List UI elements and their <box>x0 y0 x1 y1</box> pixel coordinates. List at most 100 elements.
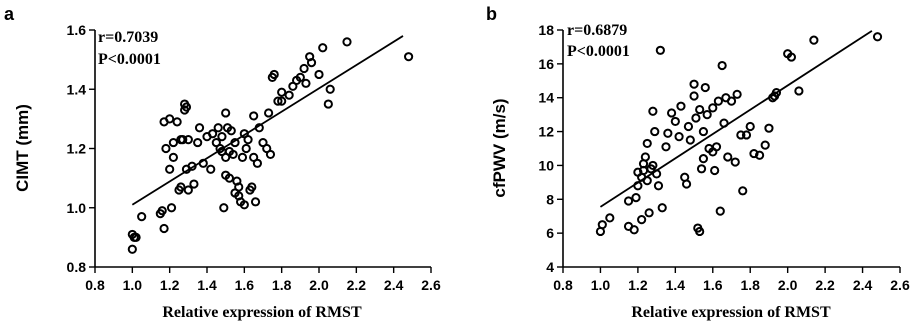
scatter-points-a <box>127 37 414 254</box>
y-tick-label: 0.8 <box>67 259 87 275</box>
x-tick-label: 2.4 <box>384 277 404 293</box>
data-point <box>633 181 643 191</box>
data-point <box>224 173 234 183</box>
data-point <box>648 106 658 116</box>
data-point <box>696 164 707 174</box>
data-point <box>715 206 725 216</box>
data-point <box>325 84 335 94</box>
data-point <box>786 52 797 62</box>
data-point <box>194 123 205 133</box>
data-point <box>723 152 733 162</box>
data-point <box>794 86 804 96</box>
data-point <box>652 169 662 179</box>
data-point <box>631 192 641 203</box>
data-point <box>653 181 664 191</box>
data-point <box>708 103 718 113</box>
data-point <box>738 186 748 196</box>
data-point <box>247 182 257 192</box>
x-tick-label: 1.6 <box>235 277 255 293</box>
x-tick-label: 1.2 <box>160 277 180 293</box>
data-point <box>137 212 147 222</box>
x-tick-label: 1.2 <box>628 277 648 293</box>
y-tick-label: 6 <box>546 225 554 241</box>
data-point <box>269 69 279 80</box>
data-point <box>168 152 178 162</box>
data-point <box>695 226 705 237</box>
data-point <box>642 176 652 186</box>
data-point <box>691 113 701 123</box>
data-point <box>711 142 722 152</box>
x-axis-ticks-b: 0.8 1.0 1.2 1.4 1.6 1.8 2.0 2.2 2.4 2.6 <box>553 267 910 293</box>
data-point <box>299 63 309 74</box>
data-point <box>252 158 262 168</box>
x-tick-label: 1.4 <box>666 277 686 293</box>
data-point <box>640 152 650 162</box>
p-value-a: P<0.0001 <box>98 51 161 68</box>
data-point <box>623 196 634 206</box>
data-point <box>323 99 333 109</box>
x-axis-ticks-a: 0.8 1.0 1.2 1.4 1.6 1.8 2.0 2.2 2.4 2.6 <box>85 267 441 293</box>
data-point <box>732 89 742 99</box>
data-point <box>193 137 203 148</box>
y-tick-label: 1.4 <box>67 81 87 97</box>
data-point <box>670 116 680 127</box>
data-point <box>702 110 712 120</box>
data-point <box>221 108 231 118</box>
data-point <box>166 203 177 213</box>
data-point <box>131 232 141 242</box>
data-point <box>228 149 238 160</box>
data-point <box>666 108 677 118</box>
x-tick-label: 0.8 <box>85 277 105 293</box>
x-tick-label: 2.4 <box>853 277 873 293</box>
data-point <box>213 123 223 133</box>
data-point <box>872 32 883 42</box>
data-point <box>314 69 324 80</box>
y-tick-label: 1.6 <box>67 22 87 38</box>
data-point <box>605 213 615 223</box>
data-point <box>597 220 607 230</box>
data-point <box>764 123 774 133</box>
data-point <box>161 143 171 154</box>
x-tick-label: 0.8 <box>553 277 573 293</box>
data-point <box>650 126 660 137</box>
x-tick-label: 2.2 <box>815 277 835 293</box>
data-point <box>655 45 665 55</box>
data-point <box>642 138 652 149</box>
data-point <box>189 179 199 189</box>
r-value-a: r=0.7039 <box>98 29 158 46</box>
data-point <box>217 132 227 142</box>
panel-letter-b: b <box>486 4 497 24</box>
y-tick-label: 16 <box>538 56 554 72</box>
scatter-points-b <box>595 32 883 237</box>
data-point <box>198 158 208 168</box>
data-point <box>157 206 167 216</box>
y-tick-label: 4 <box>546 259 554 275</box>
x-tick-label: 1.8 <box>740 277 760 293</box>
data-point <box>745 121 755 132</box>
data-point <box>698 126 709 137</box>
data-point <box>239 200 249 210</box>
data-point <box>172 117 182 127</box>
data-point <box>249 111 259 121</box>
data-point <box>710 165 720 176</box>
data-point <box>264 108 274 118</box>
data-point <box>695 104 705 115</box>
data-point <box>187 161 197 171</box>
data-point <box>676 101 686 111</box>
data-point <box>183 135 193 145</box>
data-point <box>318 43 328 53</box>
data-point <box>754 150 765 160</box>
data-point <box>241 143 251 154</box>
data-point <box>685 135 695 145</box>
y-axis-label-b: cfPWV (m/s) <box>490 98 509 197</box>
data-point <box>698 154 709 164</box>
data-point <box>749 148 759 159</box>
data-point <box>661 142 671 152</box>
data-point <box>689 79 699 89</box>
data-point <box>741 130 752 140</box>
x-axis-label-a: Relative expression of RMST <box>162 304 362 321</box>
data-point <box>629 225 639 235</box>
data-point <box>683 121 694 132</box>
data-point <box>648 160 658 171</box>
panel-b: b 4 6 8 10 12 14 16 18 0.8 1.0 1.2 1.4 1.6 1.8 2.0 2.2… <box>486 4 910 321</box>
